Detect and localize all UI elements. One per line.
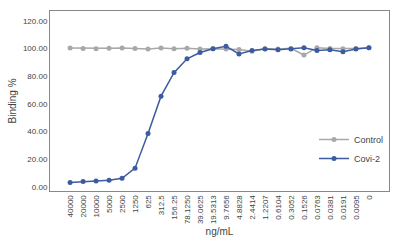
svg-text:20000: 20000 <box>79 195 88 218</box>
svg-text:ng/mL: ng/mL <box>206 226 234 237</box>
svg-text:9.7656: 9.7656 <box>222 195 231 220</box>
svg-text:Covi-2: Covi-2 <box>354 154 380 164</box>
svg-text:0.3052: 0.3052 <box>287 195 296 220</box>
svg-text:39.0625: 39.0625 <box>196 195 205 224</box>
svg-text:40.00: 40.00 <box>27 127 48 136</box>
svg-text:60.00: 60.00 <box>27 100 48 109</box>
svg-text:0.0095: 0.0095 <box>352 195 361 220</box>
svg-text:0.6104: 0.6104 <box>274 195 283 220</box>
svg-text:156.25: 156.25 <box>170 195 179 220</box>
svg-text:1250: 1250 <box>131 195 140 213</box>
svg-text:1.2207: 1.2207 <box>261 195 270 220</box>
svg-text:5000: 5000 <box>105 195 114 213</box>
svg-text:120.00: 120.00 <box>23 16 48 25</box>
svg-text:20.00: 20.00 <box>27 155 48 164</box>
svg-text:80.00: 80.00 <box>27 72 48 81</box>
svg-text:100.00: 100.00 <box>23 44 48 53</box>
svg-text:0.0381: 0.0381 <box>326 195 335 220</box>
svg-text:0.1526: 0.1526 <box>300 195 309 220</box>
svg-text:Binding %: Binding % <box>7 78 18 123</box>
svg-text:10000: 10000 <box>92 195 101 218</box>
svg-text:Control: Control <box>354 135 383 145</box>
svg-text:0.0763: 0.0763 <box>313 195 322 220</box>
svg-text:19.5313: 19.5313 <box>209 195 218 224</box>
svg-text:0: 0 <box>365 195 374 200</box>
svg-text:0.0191: 0.0191 <box>339 195 348 220</box>
svg-text:625: 625 <box>144 195 153 209</box>
svg-text:312.5: 312.5 <box>157 195 166 216</box>
svg-text:2500: 2500 <box>118 195 127 213</box>
svg-text:40000: 40000 <box>66 195 75 218</box>
svg-text:4.8828: 4.8828 <box>235 195 244 220</box>
svg-text:0.00: 0.00 <box>32 183 48 192</box>
svg-text:78.1250: 78.1250 <box>183 195 192 224</box>
svg-text:2.4414: 2.4414 <box>248 195 257 220</box>
